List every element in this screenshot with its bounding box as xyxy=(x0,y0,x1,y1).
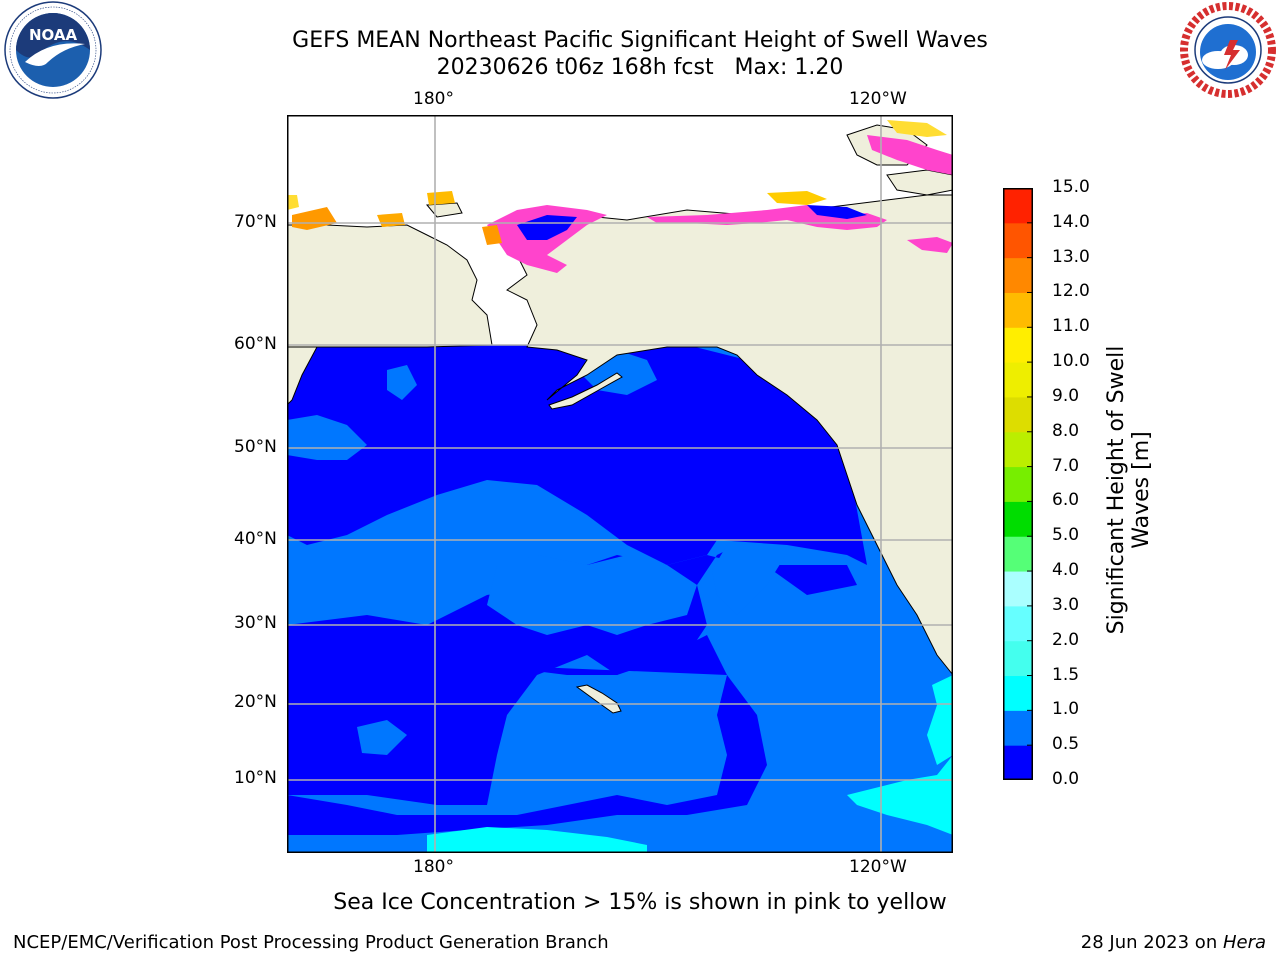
ocean-low-south xyxy=(287,635,767,835)
ocean-high-south xyxy=(427,827,647,853)
ice-west-edge xyxy=(287,195,299,210)
colorbar-tick: 2.0 xyxy=(1052,629,1080,650)
ice-siberia-2 xyxy=(377,213,405,227)
colorbar-tick: 14.0 xyxy=(1052,211,1090,232)
land-aleutians xyxy=(548,372,623,410)
ice-arctic-pink xyxy=(867,135,953,175)
colorbar-swatch xyxy=(1003,536,1033,572)
land-north-america xyxy=(506,194,953,676)
colorbar-tick: 1.0 xyxy=(1052,699,1080,720)
colorbar-tick: 6.0 xyxy=(1052,490,1080,511)
ocean-low-north xyxy=(287,345,867,565)
lat-tick-60n: 60°N xyxy=(234,334,277,354)
colorbar-tick: 1.5 xyxy=(1052,664,1080,685)
swell-height-map xyxy=(287,115,953,853)
ice-hudson-pink xyxy=(907,237,953,253)
colorbar-label-line2: Waves [m] xyxy=(1129,431,1154,548)
colorbar-swatch xyxy=(1003,396,1033,433)
footer-date: 28 Jun 2023 on xyxy=(1080,932,1223,953)
colorbar-tick: 13.0 xyxy=(1052,246,1090,267)
ice-beaufort-open xyxy=(807,205,867,219)
ocean-high-east xyxy=(847,755,953,835)
nws-logo-icon xyxy=(1180,2,1276,98)
sea-ice-caption: Sea Ice Concentration > 15% is shown in … xyxy=(333,890,947,915)
colorbar-swatch xyxy=(1003,257,1033,293)
lat-tick-10n: 10°N xyxy=(234,768,277,788)
ice-beaufort-yellow xyxy=(767,191,827,205)
colorbar-swatch xyxy=(1003,222,1033,259)
colorbar-swatch xyxy=(1003,188,1033,224)
colorbar-swatch xyxy=(1003,710,1033,746)
colorbar-tick: 10.0 xyxy=(1052,351,1090,372)
colorbar-swatch xyxy=(1003,571,1033,607)
graticule xyxy=(287,115,953,853)
footer-host: Hera xyxy=(1222,932,1266,953)
top-tick-180: 180° xyxy=(413,89,454,109)
colorbar-border xyxy=(1003,188,1033,780)
ice-siberia-1 xyxy=(292,207,337,230)
colorbar-label: Significant Height of Swell Waves [m] xyxy=(1104,346,1154,635)
chart-title: GEFS MEAN Northeast Pacific Significant … xyxy=(292,28,988,53)
colorbar-swatch xyxy=(1003,501,1033,537)
ocean-low-central xyxy=(287,545,857,805)
bottom-tick-120w: 120°W xyxy=(849,857,907,877)
lat-tick-20n: 20°N xyxy=(234,692,277,712)
colorbar-swatch xyxy=(1003,327,1033,363)
footer-left: NCEP/EMC/Verification Post Processing Pr… xyxy=(13,932,609,953)
land-kamchatka xyxy=(287,346,318,406)
colorbar-tick: 5.0 xyxy=(1052,525,1080,546)
colorbar-tick: 11.0 xyxy=(1052,316,1090,337)
ocean-mid-small xyxy=(357,720,407,755)
map-border xyxy=(287,115,953,853)
colorbar-tick: 0.5 xyxy=(1052,734,1080,755)
lat-tick-70n: 70°N xyxy=(234,212,277,232)
ice-arctic-yellow xyxy=(887,120,947,137)
colorbar-swatch xyxy=(1003,292,1033,328)
ocean-mid-lobe xyxy=(487,555,697,635)
colorbar-swatch xyxy=(1003,675,1033,711)
ice-chukchi-open xyxy=(517,215,577,240)
svg-text:NOAA: NOAA xyxy=(29,26,78,44)
ocean-high-coast xyxy=(927,675,953,765)
colorbar-swatch xyxy=(1003,466,1033,502)
lat-tick-30n: 30°N xyxy=(234,613,277,633)
ice-chukchi-orange xyxy=(482,225,502,245)
ocean-mid-bering xyxy=(387,365,417,400)
colorbar-tick: 7.0 xyxy=(1052,455,1080,476)
colorbar-label-line1: Significant Height of Swell xyxy=(1104,346,1129,635)
colorbar-tick: 3.0 xyxy=(1052,594,1080,615)
colorbar-swatch xyxy=(1003,431,1033,468)
noaa-logo-icon: NOAA xyxy=(4,1,102,99)
colorbar-swatch xyxy=(1003,640,1033,677)
colorbar-tick: 9.0 xyxy=(1052,385,1080,406)
bottom-tick-180: 180° xyxy=(413,857,454,877)
colorbar xyxy=(1003,188,1033,780)
colorbar-tick: 15.0 xyxy=(1052,177,1090,197)
lat-tick-40n: 40°N xyxy=(234,529,277,549)
land-siberia xyxy=(287,224,493,348)
colorbar-tick: 0.0 xyxy=(1052,769,1080,789)
chart-subtitle: 20230626 t06z 168h fcst Max: 1.20 xyxy=(436,55,844,80)
ocean-mid-patch xyxy=(712,545,787,615)
colorbar-tick: 4.0 xyxy=(1052,560,1080,581)
top-tick-120w: 120°W xyxy=(849,89,907,109)
ocean-mid-hawaii xyxy=(557,695,607,717)
colorbar-swatch xyxy=(1003,605,1033,642)
ice-wrangel xyxy=(427,191,455,205)
footer-right: 28 Jun 2023 on Hera xyxy=(1081,932,1266,953)
colorbar-swatch xyxy=(1003,362,1033,398)
lat-tick-50n: 50°N xyxy=(234,437,277,457)
colorbar-tick: 8.0 xyxy=(1052,420,1080,441)
colorbar-swatch xyxy=(1003,745,1033,780)
colorbar-tick: 12.0 xyxy=(1052,281,1090,302)
